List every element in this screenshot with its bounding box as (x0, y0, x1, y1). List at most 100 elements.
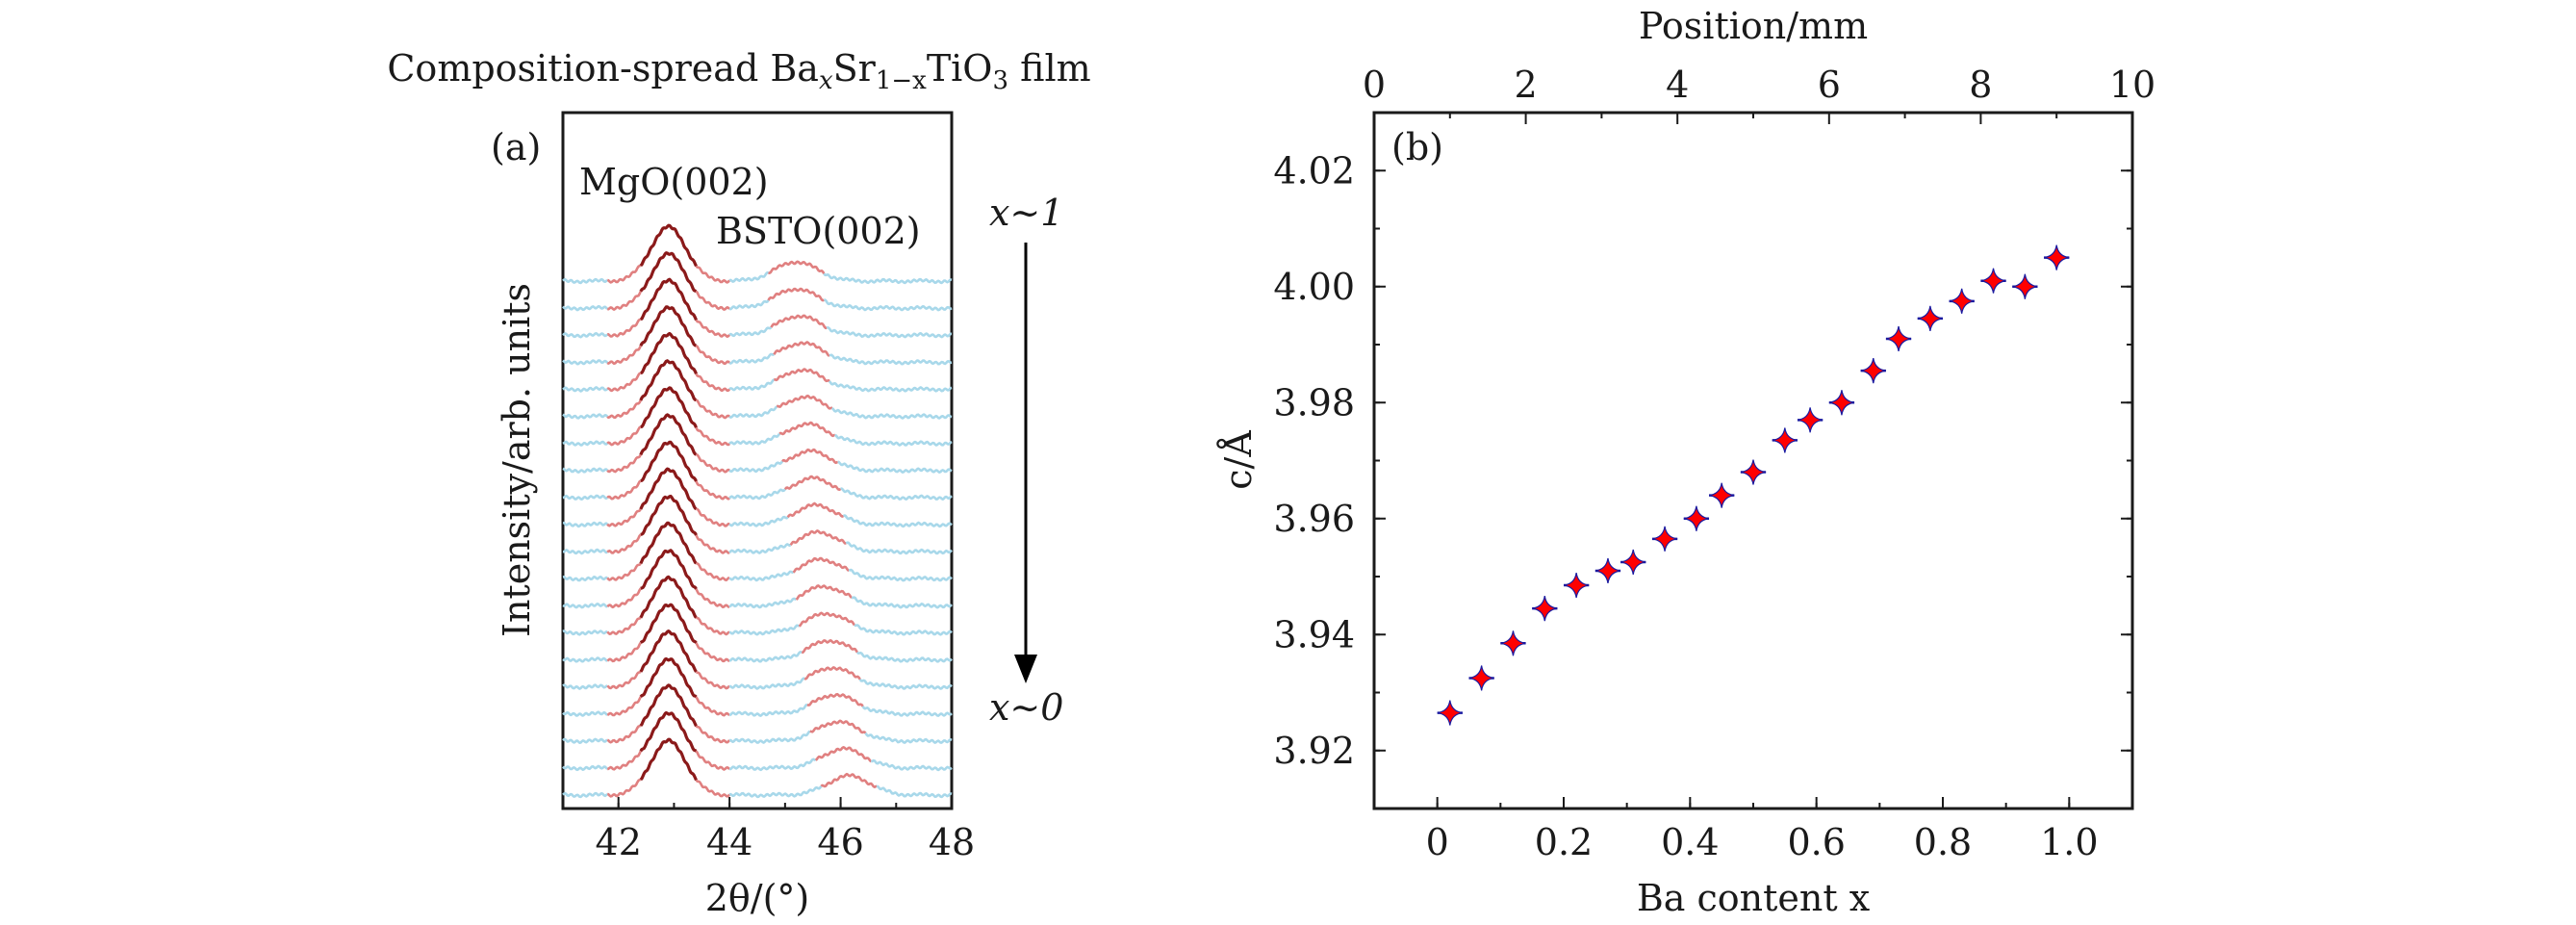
xrd-curve-shoulder (606, 562, 642, 581)
xrd-curve-background (562, 413, 609, 420)
mgo-peak-segment (640, 386, 698, 429)
xrd-curve-4 (562, 305, 953, 366)
panel-b-y-tick-label-3: 3.98 (1273, 381, 1355, 424)
xrd-curve-shoulder (696, 616, 730, 636)
panel-b-label: (b) (1391, 126, 1443, 168)
xrd-curve-shoulder (695, 290, 730, 311)
panel-b: 0 0.2 0.4 0.6 0.8 1.0 0 2 4 6 8 10 3.92 3.94 3.96 3.98 4… (1217, 5, 2155, 919)
xrd-curve-13 (562, 549, 953, 609)
mgo-peak-segment (640, 494, 698, 536)
star-marker (1980, 268, 2006, 294)
xrd-curve-12 (562, 521, 953, 582)
star-marker (1798, 407, 1824, 433)
data-point-1 (1437, 700, 1463, 726)
xrd-curve-background (876, 784, 953, 799)
xrd-curve-background (562, 359, 609, 366)
xrd-curve-background (728, 270, 769, 283)
panel-b-points (1437, 244, 2070, 726)
xrd-curve-background (728, 378, 776, 392)
bsto-peak-segment (776, 394, 833, 410)
xrd-curve-shoulder (695, 779, 731, 798)
xrd-curve-background (562, 440, 608, 447)
xrd-curve-background (864, 732, 953, 744)
bsto-peak-segment (770, 314, 828, 330)
xrd-curve-background (840, 487, 953, 501)
xrd-curve-shoulder (607, 750, 642, 771)
xrd-curve-background (728, 785, 823, 799)
star-marker (1594, 557, 1621, 584)
star-marker (1917, 305, 1943, 331)
xrd-curve-background (729, 730, 811, 744)
xrd-curve-background (830, 407, 953, 420)
xrd-curve-6 (562, 359, 953, 420)
xrd-curve-17 (562, 656, 953, 717)
xrd-curve-shoulder (606, 696, 642, 717)
xrd-curve-shoulder (695, 398, 730, 420)
xrd-curve-shoulder (695, 725, 731, 744)
xrd-curve-shoulder (606, 479, 642, 501)
mgo-peak-segment (639, 413, 698, 456)
data-point-9 (1683, 505, 1710, 531)
bsto-peak-segment (781, 448, 839, 465)
xrd-curve-10 (562, 467, 953, 528)
panel-b-axes: 0 0.2 0.4 0.6 0.8 1.0 0 2 4 6 8 10 3.92 3.94 3.96 3.98 4… (1273, 64, 2155, 863)
mgo-peak-segment (639, 467, 698, 511)
bsto-peak-segment (809, 719, 867, 734)
bsto-peak-segment (820, 772, 878, 788)
panel-b-top-x-tick-label-4: 8 (1969, 64, 1992, 106)
data-point-18 (1949, 288, 1975, 314)
xrd-curve-background (562, 494, 608, 501)
x-sim-0-annotation: x∼0 (989, 686, 1063, 729)
panel-a-xlabel: 2θ/(°) (705, 877, 810, 919)
xrd-curve-shoulder (695, 642, 730, 663)
xrd-curve-shoulder (606, 372, 642, 393)
xrd-curve-19 (562, 710, 953, 772)
xrd-curve-background (728, 460, 784, 474)
panel-b-top-x-tick-label-2: 4 (1666, 64, 1689, 106)
mgo-peak-segment (639, 521, 698, 565)
xrd-curve-18 (562, 683, 953, 744)
xrd-curve-2 (562, 251, 953, 312)
xrd-curve-background (828, 380, 953, 393)
xrd-curve-shoulder (606, 318, 642, 338)
xrd-curve-shoulder (695, 750, 730, 771)
mgo-peak-segment (639, 251, 698, 294)
panel-b-xlabel: Ba content x (1637, 877, 1870, 919)
star-marker (1437, 700, 1463, 726)
mgo-peak-segment (639, 575, 698, 619)
panel-a: Composition-spread BaxSr1−xTiO3 film 42 4… (387, 47, 1090, 919)
star-marker (1709, 482, 1735, 508)
data-point-20 (2012, 273, 2038, 299)
composition-arrow-head (1014, 655, 1037, 683)
xrd-curve-shoulder (695, 534, 730, 554)
mgo-peak-segment (640, 549, 698, 590)
xrd-curve-1 (562, 223, 953, 285)
xrd-curve-shoulder (695, 265, 731, 284)
star-marker (1828, 390, 1855, 416)
xrd-curve-3 (562, 277, 953, 339)
panel-a-x-ticks: 42 44 46 48 (596, 797, 975, 863)
xrd-curve-shoulder (695, 345, 731, 366)
xrd-curve-background (728, 405, 778, 419)
xrd-curve-background (562, 576, 608, 582)
xrd-curve-background (861, 706, 953, 717)
xrd-curve-background (728, 677, 805, 690)
xrd-curve-background (834, 433, 953, 447)
xrd-curve-background (562, 386, 609, 393)
panel-a-title: Composition-spread BaxSr1−xTiO3 film (387, 47, 1090, 95)
xrd-curve-background (823, 272, 953, 285)
mgo-peak-segment (640, 331, 698, 375)
star-marker (1949, 288, 1975, 314)
panel-b-x-tick-label-2: 0.4 (1661, 821, 1719, 863)
data-point-13 (1797, 407, 1824, 433)
xrd-curve-background (837, 460, 953, 474)
data-point-3 (1500, 630, 1526, 656)
xrd-curve-shoulder (606, 670, 642, 690)
star-marker (2044, 244, 2070, 270)
panel-a-x-tick-label-3: 48 (929, 821, 975, 863)
xrd-curve-background (728, 543, 792, 554)
data-point-12 (1772, 427, 1798, 453)
panel-b-x-tick-label-4: 0.8 (1914, 821, 1972, 863)
xrd-curve-background (562, 332, 609, 339)
